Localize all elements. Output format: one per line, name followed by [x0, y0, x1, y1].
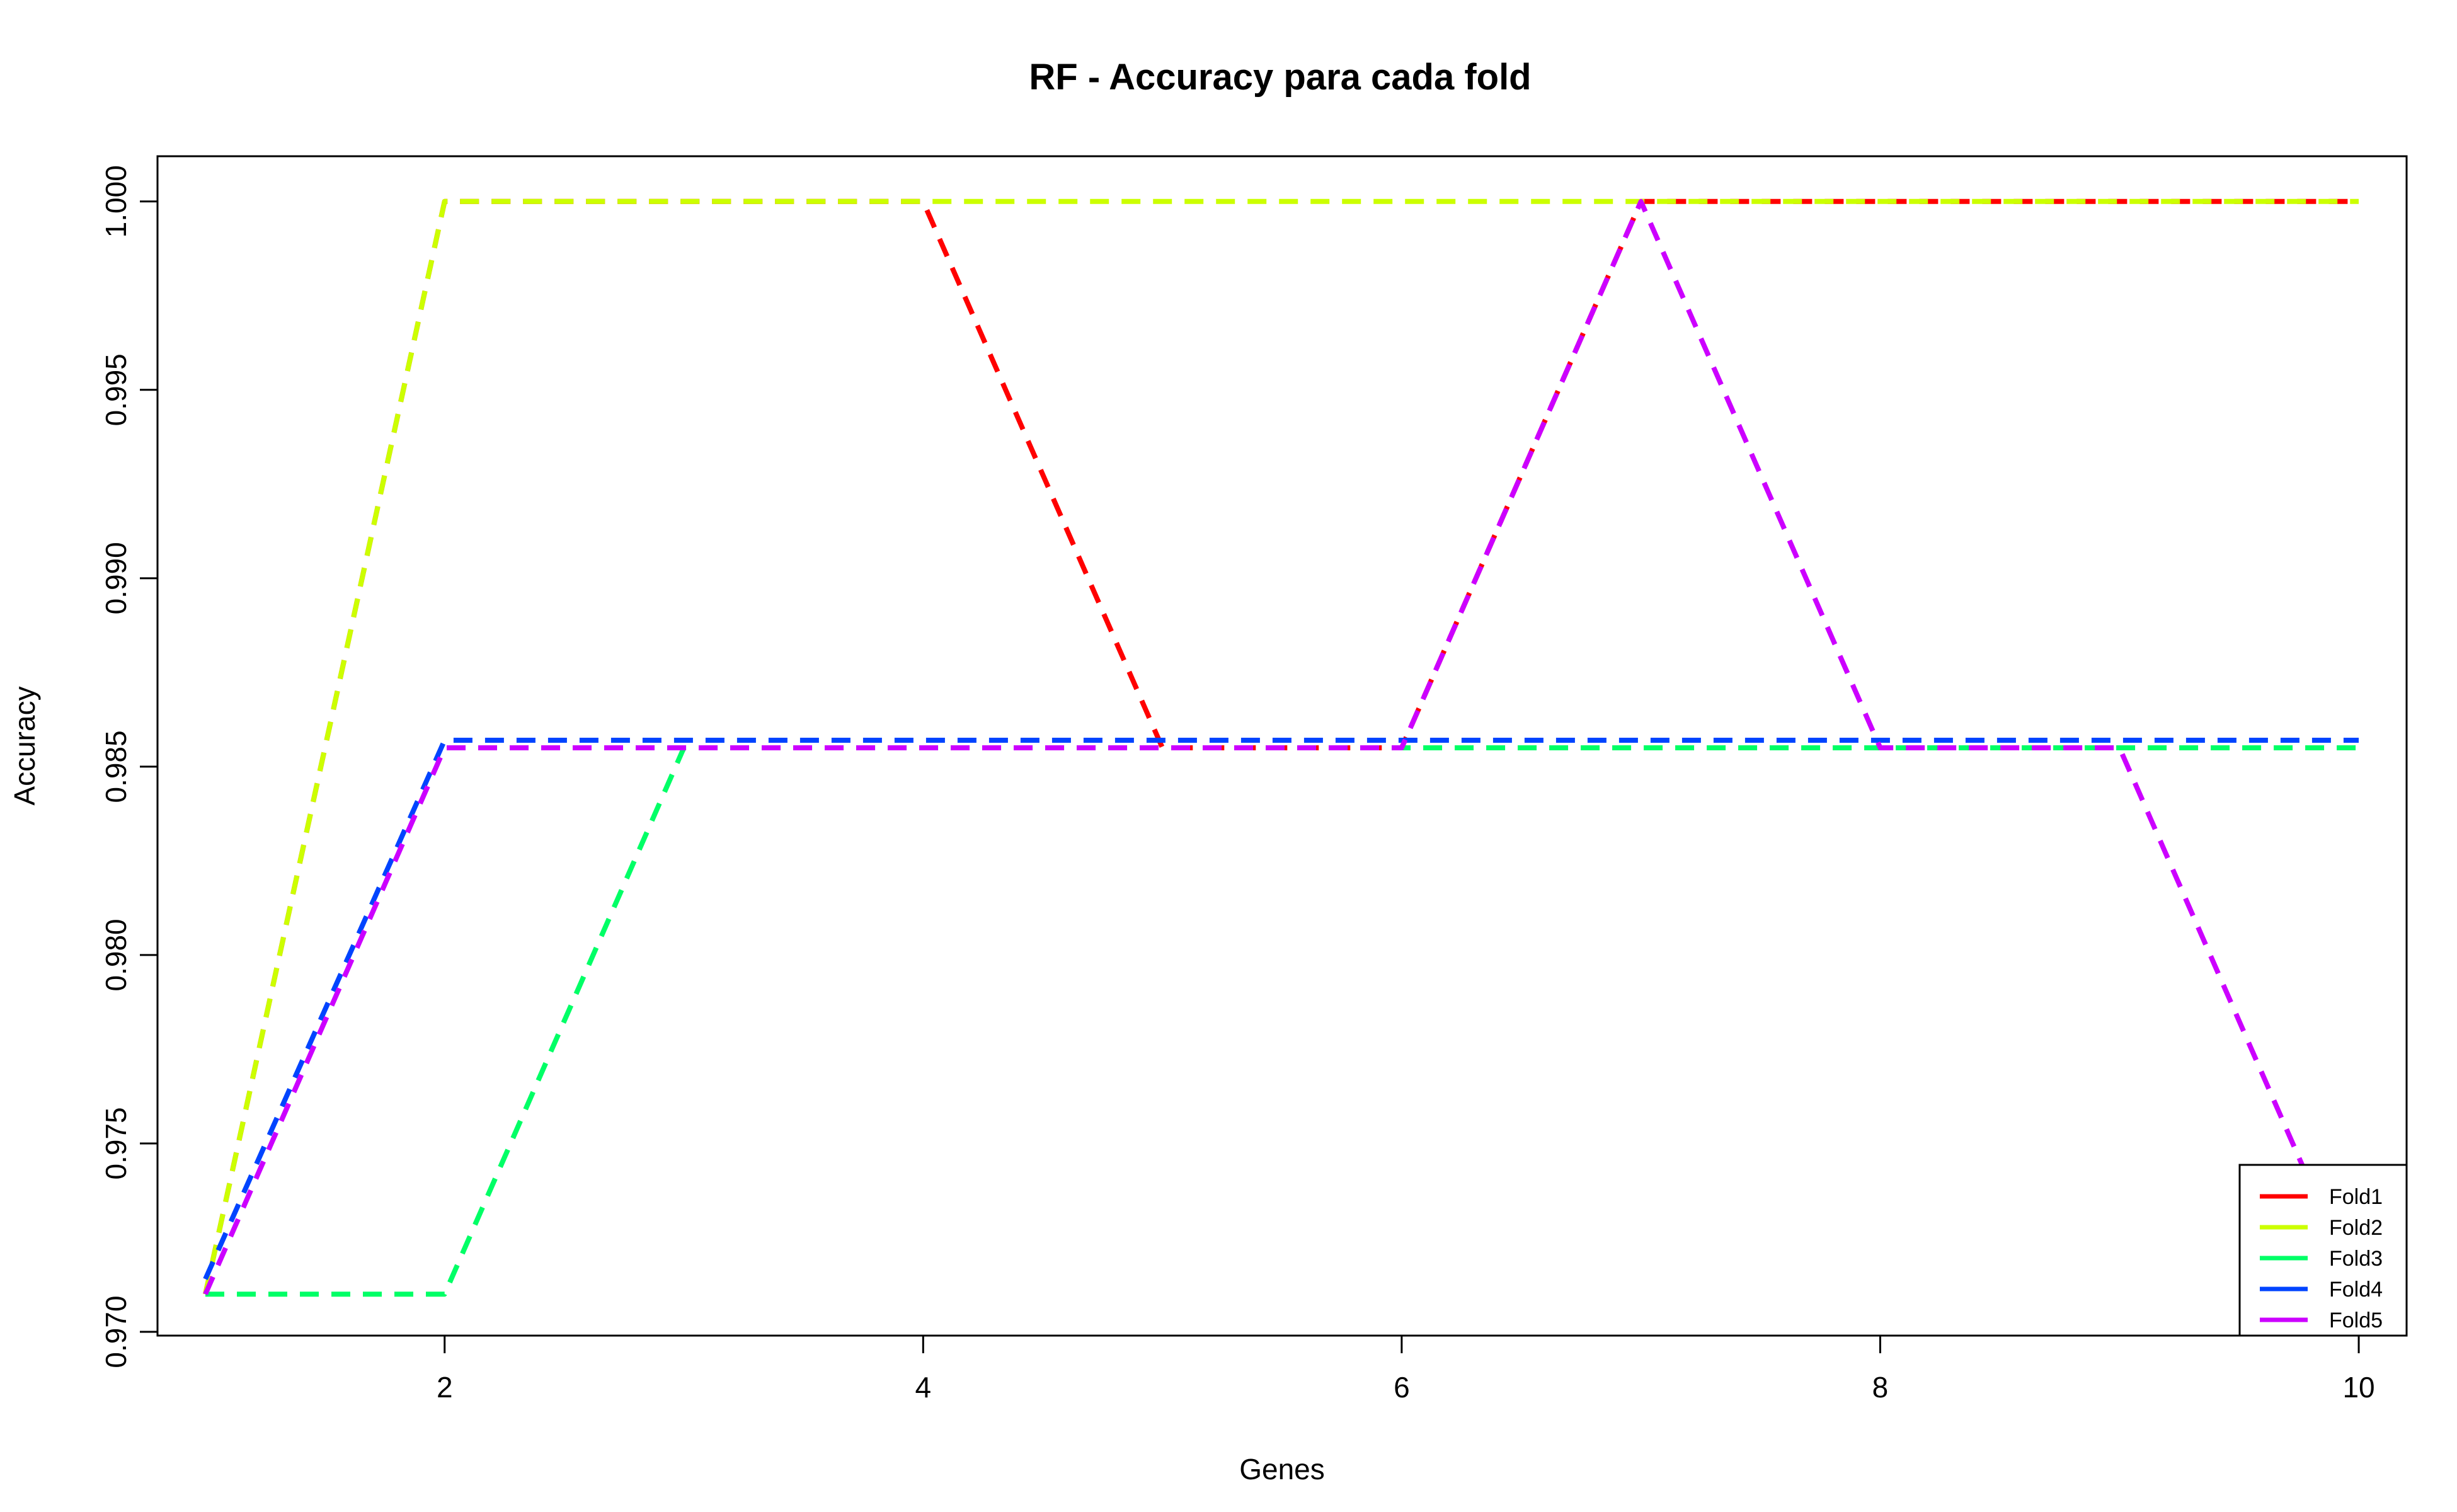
- legend-label-fold5: Fold5: [2329, 1309, 2383, 1332]
- series-line-fold3: [205, 745, 2359, 1297]
- legend: Fold1 Fold2 Fold3 Fold4 Fold5: [2238, 1164, 2408, 1337]
- series-line-fold4: [203, 738, 2359, 1280]
- y-tick-label: 0.990: [100, 542, 132, 614]
- y-tick-label: 0.980: [100, 919, 132, 991]
- legend-box: [2238, 1164, 2408, 1337]
- y-tick-label: 1.000: [100, 165, 132, 238]
- legend-label-fold1: Fold1: [2329, 1185, 2383, 1209]
- y-tick-label: 0.975: [100, 1107, 132, 1179]
- legend-label-fold2: Fold2: [2329, 1216, 2383, 1240]
- x-tick-label: 4: [915, 1371, 932, 1404]
- y-axis: 0.970 0.975 0.980 0.985 0.990 0.995 1.000: [100, 165, 159, 1368]
- y-tick-label: 0.985: [100, 730, 132, 803]
- chart-title: RF - Accuracy para cada fold: [1029, 57, 1531, 98]
- x-tick-label: 2: [437, 1371, 453, 1404]
- series-line-fold2: [203, 198, 2359, 1295]
- y-axis-label: Accuracy: [8, 686, 41, 805]
- x-tick-label: 8: [1872, 1371, 1889, 1404]
- x-tick-label: 6: [1394, 1371, 1410, 1404]
- x-axis: 2 4 6 8 10: [437, 1334, 2375, 1404]
- legend-label-fold4: Fold4: [2329, 1278, 2383, 1302]
- series-layer: [203, 198, 2361, 1297]
- x-tick-label: 10: [2342, 1371, 2374, 1404]
- series-line-fold5: [203, 198, 2361, 1295]
- legend-label-fold3: Fold3: [2329, 1247, 2383, 1271]
- y-tick-label: 0.995: [100, 353, 132, 426]
- y-tick-label: 0.970: [100, 1295, 132, 1368]
- x-axis-label: Genes: [1239, 1453, 1325, 1486]
